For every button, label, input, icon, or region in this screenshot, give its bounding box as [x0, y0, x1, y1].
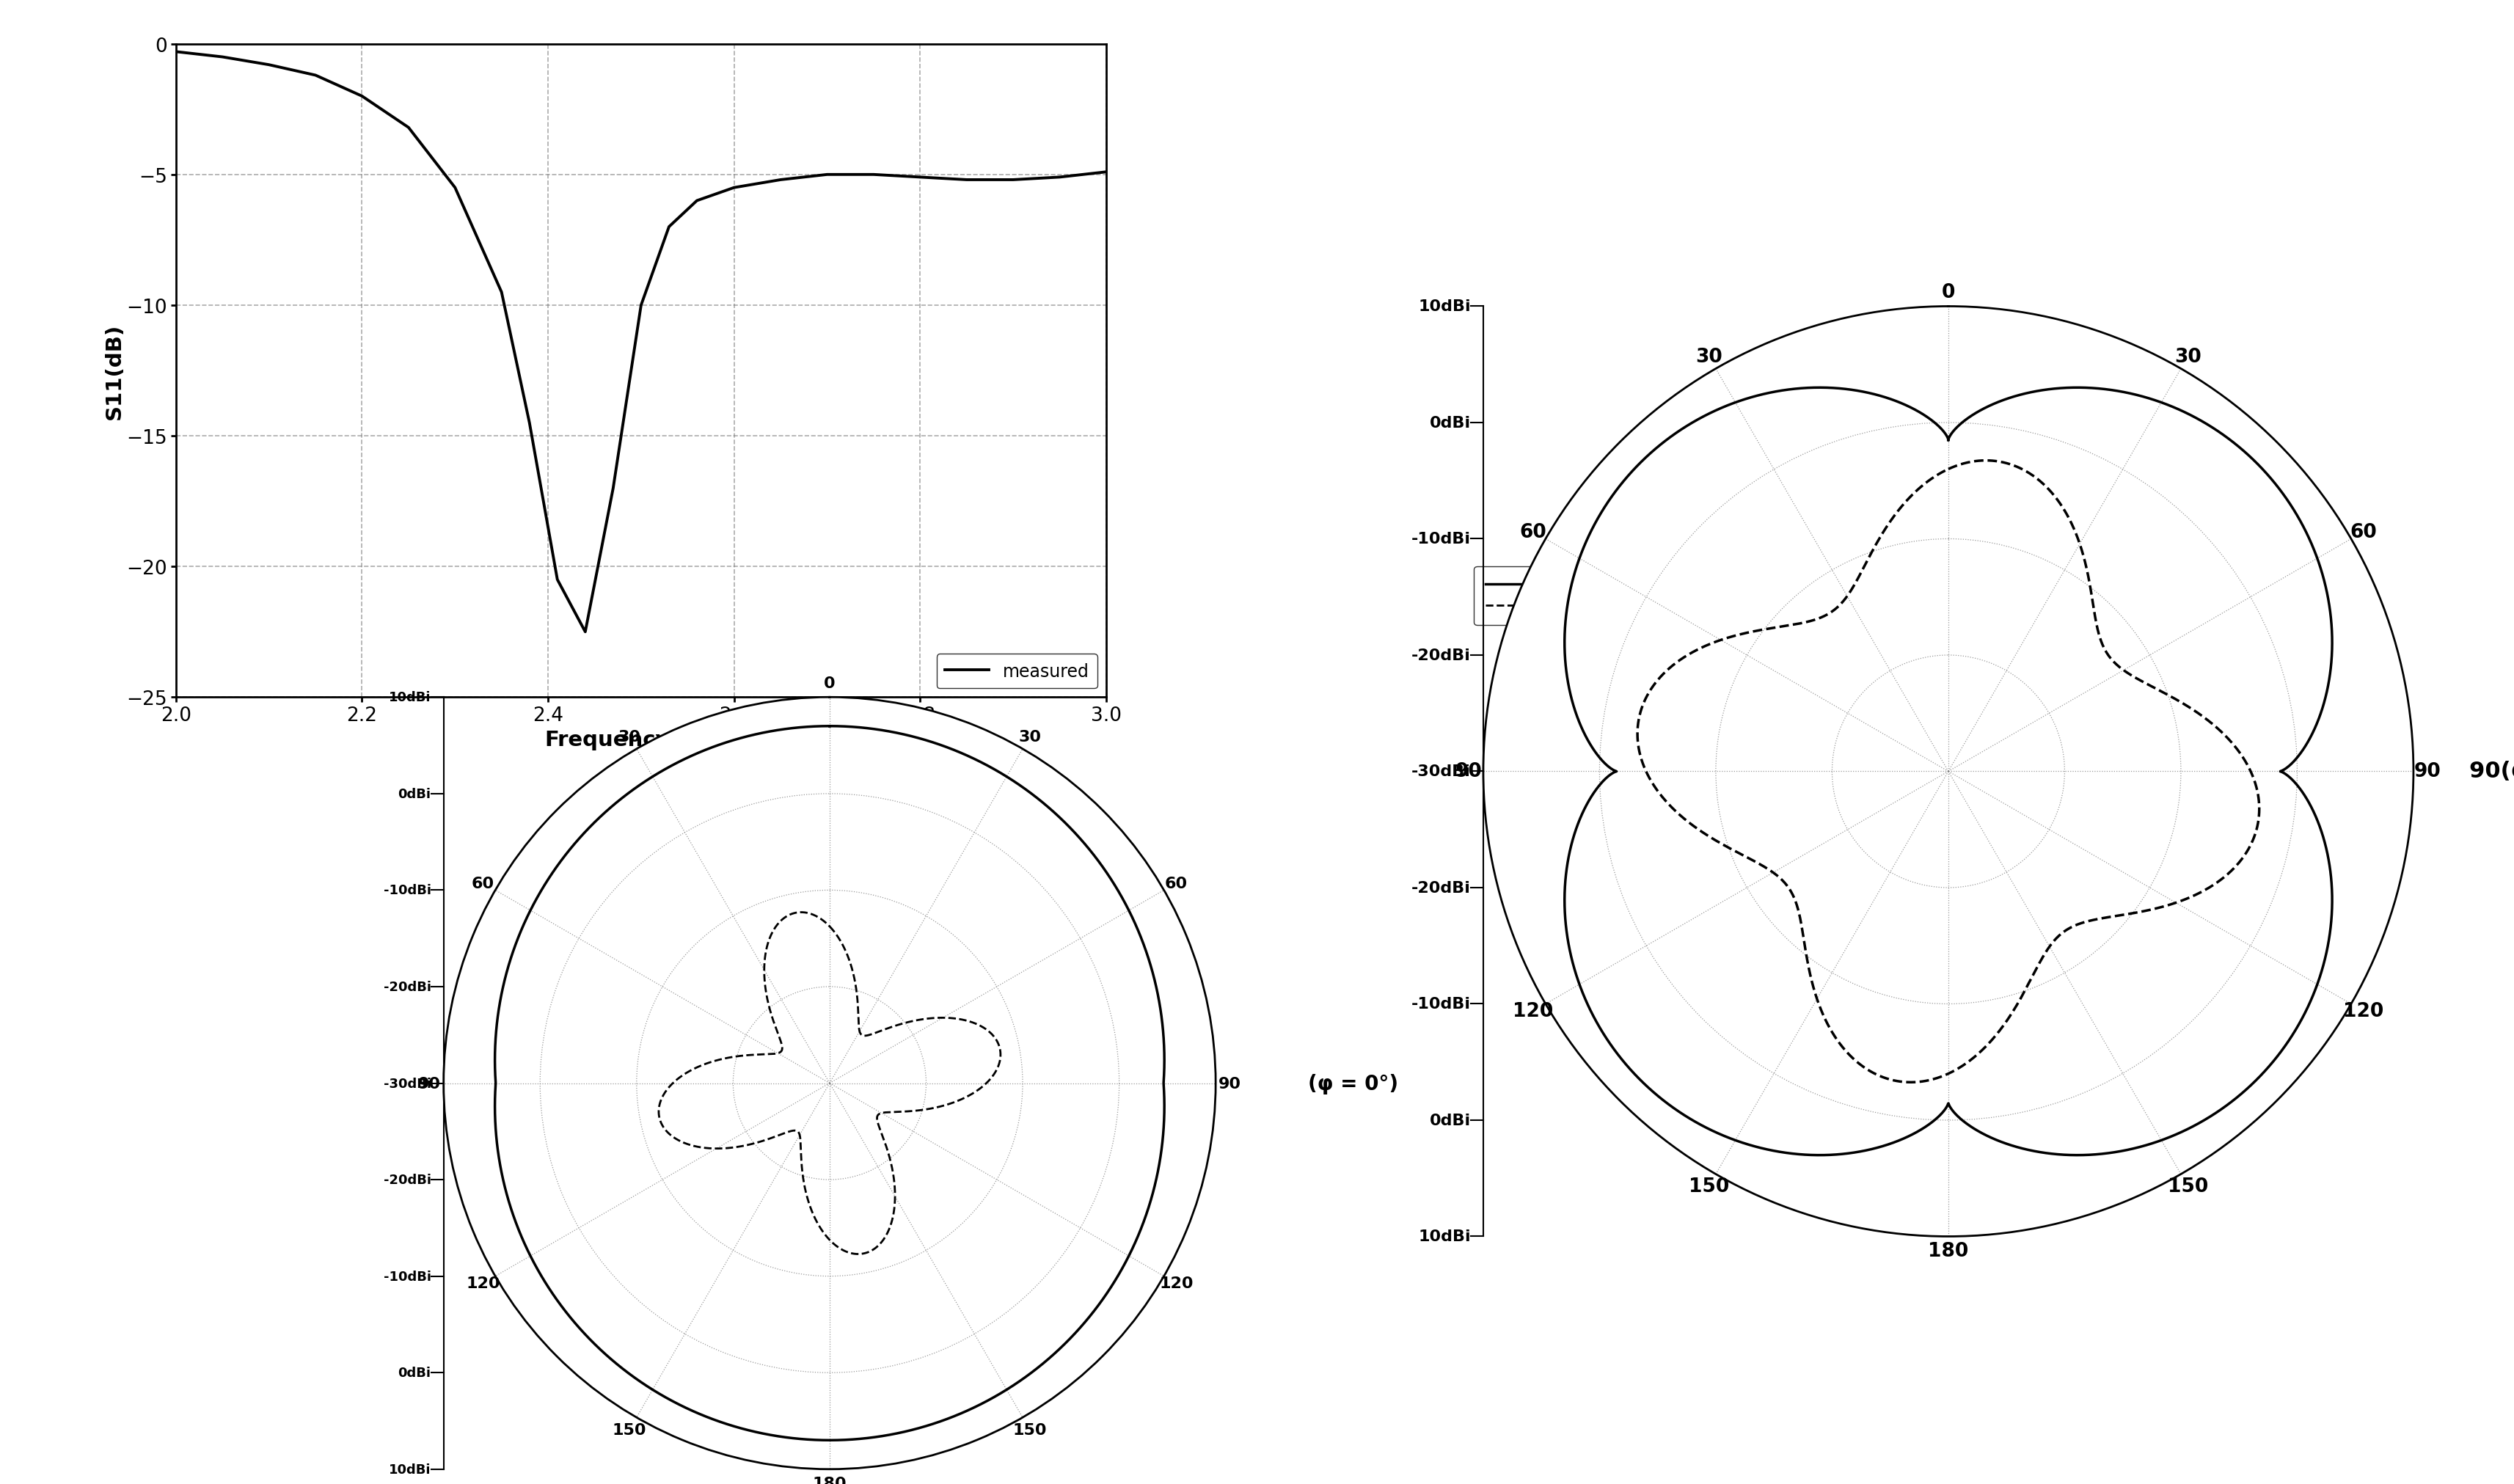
Text: -10dBi: -10dBi — [1410, 997, 1471, 1012]
Text: 10dBi: 10dBi — [390, 1463, 430, 1475]
Text: -20dBi: -20dBi — [1410, 880, 1471, 895]
Text: 0dBi: 0dBi — [1430, 416, 1471, 430]
Legend: co-pol, cross-pol: co-pol, cross-pol — [1473, 567, 1632, 625]
Y-axis label: S11(dB): S11(dB) — [103, 324, 126, 418]
Text: -20dBi: -20dBi — [1410, 649, 1471, 663]
Text: 90(φ = 90°): 90(φ = 90°) — [2469, 761, 2514, 782]
Text: (φ = 0°): (φ = 0°) — [1307, 1073, 1398, 1094]
Text: -10dBi: -10dBi — [382, 1270, 430, 1282]
Text: 10dBi: 10dBi — [390, 692, 430, 703]
Text: 10dBi: 10dBi — [1418, 300, 1471, 315]
Text: -20dBi: -20dBi — [382, 981, 430, 993]
Text: -10dBi: -10dBi — [1410, 531, 1471, 546]
Text: 10dBi: 10dBi — [1418, 1229, 1471, 1244]
Text: -20dBi: -20dBi — [382, 1174, 430, 1186]
Text: 0dBi: 0dBi — [397, 1367, 430, 1379]
Text: 0dBi: 0dBi — [397, 788, 430, 800]
Legend: measured: measured — [938, 654, 1099, 689]
Text: 0dBi: 0dBi — [1430, 1113, 1471, 1128]
Text: -30dBi: -30dBi — [382, 1077, 430, 1089]
Text: -30dBi: -30dBi — [1410, 764, 1471, 779]
X-axis label: Frequency(GHz): Frequency(GHz) — [546, 729, 737, 749]
Text: -10dBi: -10dBi — [382, 884, 430, 896]
